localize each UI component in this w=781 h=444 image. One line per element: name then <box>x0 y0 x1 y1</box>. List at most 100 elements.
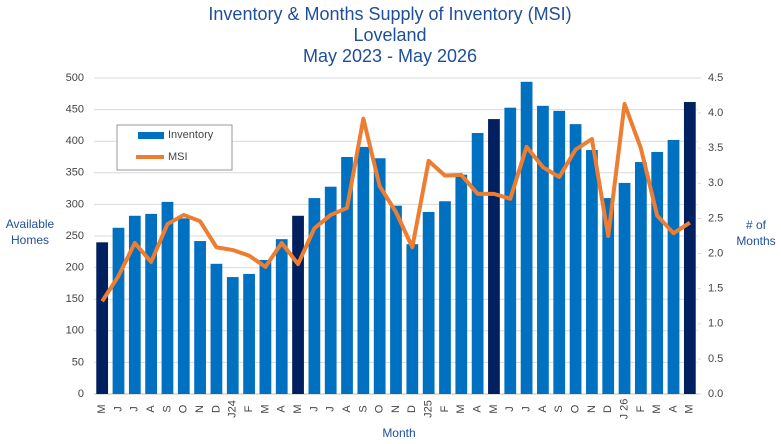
x-tick-label: J 26 <box>618 399 630 420</box>
legend-swatch <box>138 132 164 139</box>
bar <box>455 174 468 394</box>
x-tick-label: S <box>553 405 565 412</box>
x-tick-label: A <box>472 405 484 413</box>
legend <box>116 124 233 171</box>
bar <box>324 186 337 394</box>
bar <box>145 213 158 394</box>
bar <box>275 239 288 394</box>
x-tick-label: J <box>521 406 533 412</box>
x-tick-label: J24 <box>227 400 239 418</box>
y-tick-label: 300 <box>66 198 84 210</box>
y2-tick-label: 3.0 <box>708 177 723 189</box>
y2-tick-label: 0.0 <box>708 388 723 400</box>
y-tick-label: 350 <box>66 167 84 179</box>
y-tick-label: 200 <box>66 262 84 274</box>
y2-axis-label: # of <box>746 218 767 232</box>
bar <box>210 263 223 394</box>
bar <box>406 244 419 394</box>
y-axis-label: Homes <box>11 233 49 247</box>
y2-tick-label: 4.0 <box>708 107 723 119</box>
y-tick-label: 450 <box>66 104 84 116</box>
bar <box>112 227 125 394</box>
bar <box>96 242 109 394</box>
bar <box>243 273 255 394</box>
x-tick-label: A <box>667 405 679 413</box>
bar <box>504 107 517 394</box>
bar <box>226 277 239 394</box>
y2-tick-label: 1.0 <box>708 318 723 330</box>
x-tick-label: N <box>194 405 206 413</box>
y2-tick-label: 2.0 <box>708 247 723 259</box>
legend-label: MSI <box>168 151 188 163</box>
x-tick-label: J <box>325 406 337 412</box>
bar <box>471 132 484 394</box>
x-tick-label: D <box>602 405 614 413</box>
bar <box>667 139 680 394</box>
x-tick-label: A <box>341 405 353 413</box>
x-tick-label: J25 <box>423 400 435 418</box>
bar <box>488 119 500 394</box>
bar <box>259 260 272 394</box>
bar <box>308 198 321 394</box>
x-tick-label: M <box>455 404 467 413</box>
y-tick-label: 100 <box>66 325 84 337</box>
x-tick-label: A <box>276 405 288 413</box>
line <box>100 101 691 303</box>
y-tick-label: 250 <box>66 230 84 242</box>
x-tick-label: A <box>145 405 157 413</box>
chart-title: Inventory & Months Supply of Inventory (… <box>208 4 571 24</box>
bar <box>537 105 549 395</box>
bar <box>651 151 664 394</box>
y2-tick-label: 1.5 <box>708 283 723 295</box>
bar <box>683 102 696 395</box>
y2-tick-label: 4.5 <box>708 72 723 84</box>
chart-title: Loveland <box>353 25 426 45</box>
x-tick-label: F <box>635 405 647 412</box>
y2-tick-label: 3.5 <box>708 142 723 154</box>
bar <box>128 215 141 394</box>
x-tick-label: M <box>292 404 304 413</box>
bar <box>618 182 631 394</box>
x-tick-label: A <box>537 405 549 413</box>
y-tick-label: 0 <box>78 388 84 400</box>
y-tick-label: 500 <box>66 72 84 84</box>
x-tick-label: J <box>112 406 124 412</box>
x-tick-label: S <box>161 405 173 412</box>
y-axis-label: Available <box>6 217 55 231</box>
bar <box>422 211 435 394</box>
x-tick-label: S <box>357 405 369 412</box>
bar <box>586 150 598 394</box>
y2-tick-label: 2.5 <box>708 212 723 224</box>
x-tick-label: J <box>504 406 516 412</box>
x-tick-label: J <box>129 406 141 412</box>
bar <box>177 218 190 394</box>
x-tick-label: N <box>586 405 598 413</box>
bar <box>341 157 353 394</box>
bar <box>439 201 451 394</box>
bar <box>390 205 402 394</box>
x-tick-label: N <box>390 405 402 413</box>
bar <box>194 241 206 394</box>
bar <box>602 198 615 394</box>
x-tick-label: D <box>210 405 222 413</box>
x-tick-label: M <box>259 404 271 413</box>
x-tick-label: O <box>569 404 581 413</box>
bar <box>357 146 370 394</box>
chart-title: May 2023 - May 2026 <box>303 46 477 66</box>
x-tick-label: M <box>488 404 500 413</box>
bar <box>634 162 647 394</box>
x-tick-label: F <box>439 405 451 412</box>
y-tick-label: 50 <box>72 356 84 368</box>
legend-label: Inventory <box>168 129 214 141</box>
y2-tick-label: 0.5 <box>708 353 723 365</box>
y2-axis-label: Months <box>736 234 775 248</box>
bar <box>553 110 566 394</box>
x-axis-label: Month <box>382 426 415 440</box>
bar <box>373 158 386 394</box>
x-tick-label: M <box>651 404 663 413</box>
x-tick-label: F <box>243 405 255 412</box>
x-tick-label: J <box>308 406 320 412</box>
x-tick-label: D <box>406 405 418 413</box>
y-tick-label: 400 <box>66 135 84 147</box>
